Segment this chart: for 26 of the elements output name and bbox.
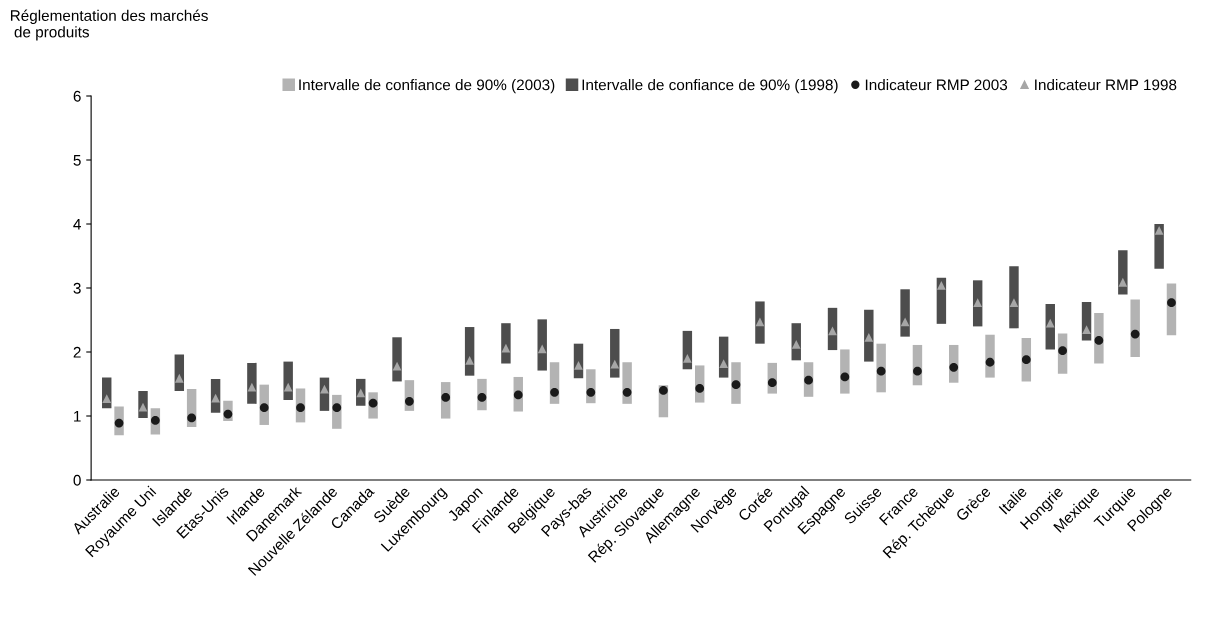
- legend-label: Intervalle de confiance de 90% (2003): [299, 79, 555, 94]
- bar: [1154, 224, 1164, 269]
- legend-label: Indicateur RMP 1998: [1035, 79, 1177, 91]
- bar: [392, 337, 402, 382]
- bar: [755, 301, 765, 344]
- bar: [864, 309, 874, 362]
- bar: [1009, 266, 1019, 329]
- y-tick-label: 3: [73, 282, 81, 294]
- y-axis-title: Réglementation des marchés de produits: [10, 9, 208, 41]
- y-tick-label: 1: [74, 411, 81, 422]
- bar: [464, 327, 475, 376]
- bar: [900, 289, 910, 337]
- y-tick-label: 6: [73, 90, 81, 102]
- y-tick-label: 4: [73, 219, 81, 230]
- bar: [247, 362, 257, 404]
- bar: [537, 319, 547, 371]
- bar: [501, 323, 511, 364]
- legend-label: Indicateur RMP 2003: [865, 79, 1008, 91]
- legend-label: Intervalle de confiance de 90% (1998): [582, 79, 838, 94]
- bar: [1118, 250, 1128, 295]
- y-tick-label: 0: [73, 474, 81, 486]
- bar: [1130, 299, 1140, 358]
- y-tick-label: 2: [73, 346, 81, 358]
- y-tick-label: 5: [73, 155, 81, 166]
- bar: [610, 328, 620, 378]
- bar: [972, 280, 983, 327]
